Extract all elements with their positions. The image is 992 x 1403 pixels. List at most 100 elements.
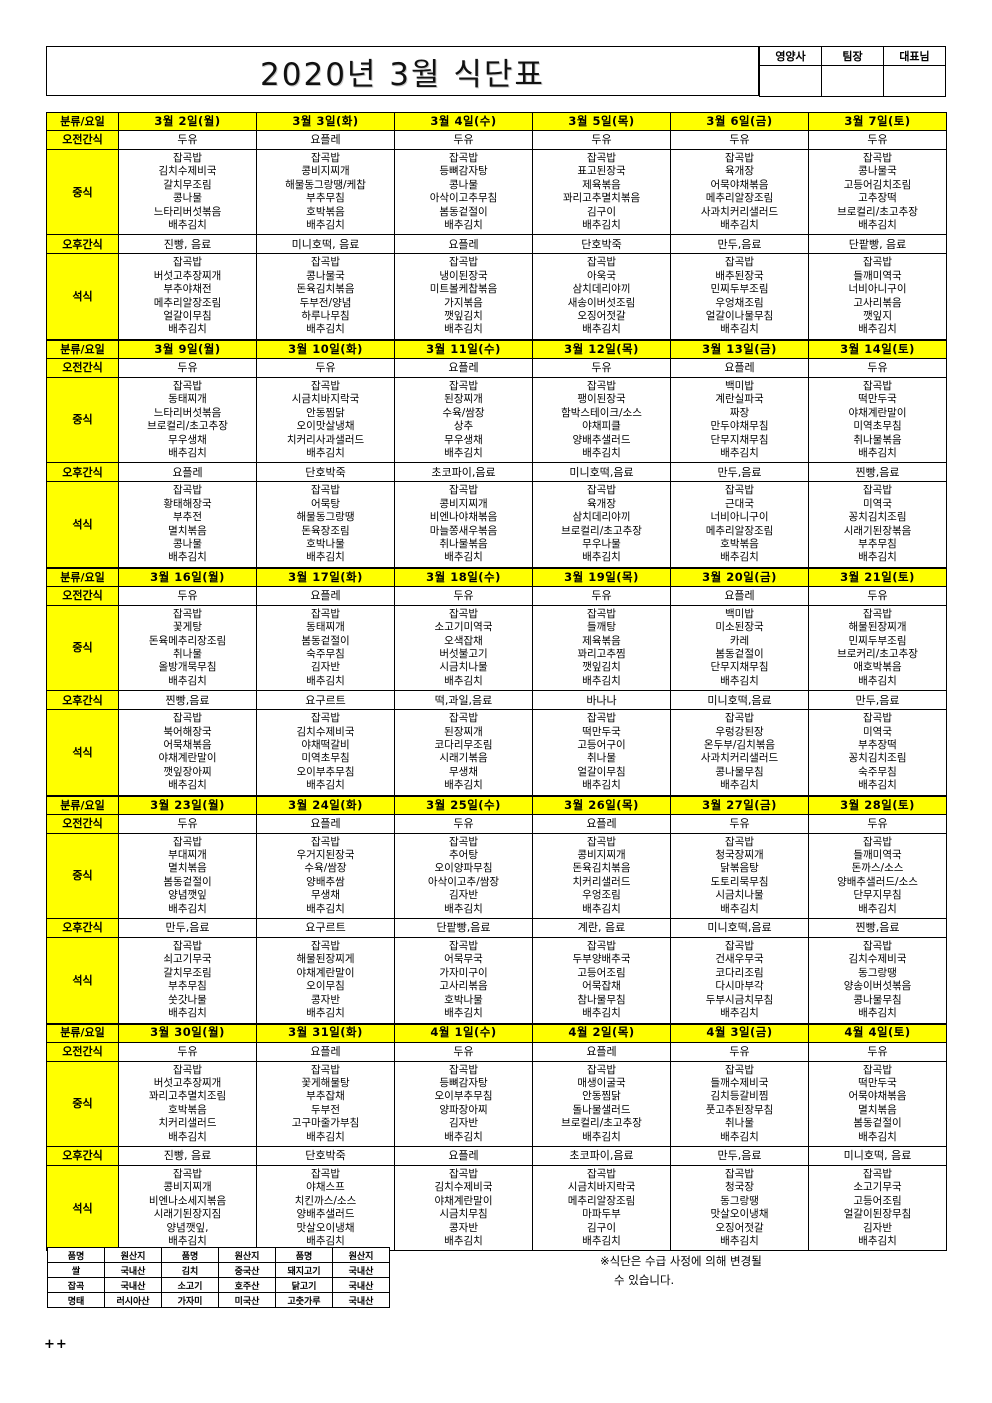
dish-item: 콩자반 xyxy=(311,993,340,1006)
dish-item: 고등어김치조림 xyxy=(843,178,912,191)
dish-item: 꽈리고추멸치조림 xyxy=(148,1090,227,1103)
origin-header-cell: 원산지 xyxy=(104,1247,162,1263)
dish-item: 부추무침 xyxy=(306,192,345,205)
signature-header-teamleader: 팀장 xyxy=(821,46,884,66)
meal-cell: 잡곡밥 콩나물국 돈육김치볶음 두부전/양념 하루나무침 배추김치 xyxy=(256,253,395,341)
row-label-cell: 석식 xyxy=(46,1164,119,1252)
snack-cell: 찐빵,음료 xyxy=(808,918,947,939)
signature-cell-ceo[interactable] xyxy=(883,65,946,97)
snack-cell: 만두,음료 xyxy=(808,690,947,711)
dish-item: 야채피클 xyxy=(582,420,621,433)
dish-item: 잡곡밥 xyxy=(863,484,892,497)
dish-item: 브로컬리/초고추장 xyxy=(561,524,642,537)
dish-item: 건새우무국 xyxy=(715,953,764,966)
dish-item: 비엔나야채볶음 xyxy=(429,511,498,524)
day-header-cell: 3월 18일(수) xyxy=(394,566,533,587)
dish-item: 양념깻잎 xyxy=(168,889,207,902)
meal-cell: 잡곡밥 꽃게해물탕 부추잡채 두부전 고구마줄가부침 배추김치 xyxy=(256,1060,395,1147)
dish-item: 잡곡밥 xyxy=(587,152,616,164)
dish-item: 느타리버섯볶음 xyxy=(153,205,222,218)
snack-cell: 만두,음료 xyxy=(670,462,809,483)
dish-item: 배추김치 xyxy=(858,779,897,792)
meal-cell: 잡곡밥 쇠고기무국 갈치무조림 부추무침 쑷갓나물 배추김치 xyxy=(118,937,257,1024)
meal-cell: 잡곡밥 야채스프 치킨까스/소스 양배추샐러드 맛살오이냉채 배추김치 xyxy=(256,1164,395,1252)
dish-item: 느타리버섯볶음 xyxy=(153,406,222,419)
dish-item: 배추김치 xyxy=(720,446,759,459)
dish-item: 배추김치 xyxy=(168,902,207,915)
menu-row: 오전간식 두유 요플레 두유 두유 두유 두유 xyxy=(46,130,947,150)
row-label-cell: 석식 xyxy=(46,253,119,341)
dish-item: 김자반 xyxy=(449,889,478,902)
origin-cell: 미국산 xyxy=(218,1292,276,1308)
meal-cell: 잡곡밥 청국장찌개 닭볶음탕 도토리묵무침 시금치나물 배추김치 xyxy=(670,832,809,920)
row-label-cell: 오전간식 xyxy=(46,357,119,378)
day-header-cell: 3월 17일(화) xyxy=(256,566,395,587)
dish-item: 시래기볶음 xyxy=(439,752,488,765)
dish-item: 수육/쌈장 xyxy=(442,406,485,419)
dish-item: 치커리샐러드 xyxy=(158,1117,217,1130)
dish-item: 꽈리고추찜 xyxy=(577,647,626,660)
dish-item: 배추김치 xyxy=(858,551,897,564)
dish-item: 배추김치 xyxy=(720,219,759,232)
dish-item: 안동찜닭 xyxy=(306,406,345,419)
dish-item: 잡곡밥 xyxy=(449,712,478,725)
meal-cell: 잡곡밥 콩비지찌개 비엔나야채볶음 마늘쫑새우볶음 취나물볶음 배추김치 xyxy=(394,481,533,569)
signature-cell-nutritionist[interactable] xyxy=(759,65,822,97)
dish-item: 얼갈이무침 xyxy=(163,310,212,323)
dish-item: 된장찌개 xyxy=(444,393,483,406)
dish-item: 잡곡밥 xyxy=(587,835,616,848)
dish-item: 사과치커리샐러드 xyxy=(700,752,779,765)
origin-table: 품명 원산지 품명 원산지 품명 원산지 쌀 국내산 김치 중국산 돼지고기 국내산 잡곡 국내산 소고기 호… xyxy=(47,1247,390,1308)
dish-item: 버섯고추장찌개 xyxy=(153,269,222,282)
dish-item: 잡곡밥 xyxy=(449,607,478,620)
dish-item: 취나물 xyxy=(173,647,202,660)
meal-cell: 잡곡밥 어묵무국 가자미구이 고사리볶음 호박나물 배추김치 xyxy=(394,937,533,1024)
snack-cell: 요플레 xyxy=(532,1041,671,1062)
snack-cell: 단팥빵, 음료 xyxy=(808,234,947,255)
meal-cell: 잡곡밥 어묵탕 해물동그랑땡 돈육장조림 호박나물 배추김치 xyxy=(256,481,395,569)
meal-cell: 잡곡밥 들깨미역국 돈까스/소스 양배추샐러드/소스 단무지무침 배추김치 xyxy=(808,832,947,920)
dish-item: 배추김치 xyxy=(444,779,483,792)
meal-cell: 잡곡밥 꽃게탕 돈육메추리장조림 취나물 올방개묵무침 배추김치 xyxy=(118,604,257,692)
title-box: 2020년 3월 식단표 xyxy=(46,46,759,96)
dish-item: 양배추샐러드 xyxy=(572,433,631,446)
day-header-cell: 3월 7일(토) xyxy=(808,112,947,131)
meal-cell: 잡곡밥 매생이굴국 안동찜닭 돌나물샐러드 브로컬리/초고추장 배추김치 xyxy=(532,1060,671,1147)
menu-row: 오전간식 두유 요플레 두유 두유 요플레 두유 xyxy=(46,585,947,606)
snack-cell: 요플레 xyxy=(394,1145,533,1166)
signature-cell-teamleader[interactable] xyxy=(821,65,884,97)
dish-item: 동그랑땡 xyxy=(858,966,897,979)
dish-item: 버섯고추장찌개 xyxy=(153,1076,222,1089)
dish-item: 온두부/김치볶음 xyxy=(703,739,776,751)
dish-item: 들깨탕 xyxy=(587,621,616,634)
dish-item: 배추김치 xyxy=(858,323,897,336)
menu-row: 중식 잡곡밥 김치수제비국 갈치무조림 콩나물 느타리버섯볶음 배추김치 잡곡밥 콩비지찌개 해물… xyxy=(46,148,947,236)
meal-cell: 잡곡밥 등뼈감자탕 오이부추무침 양파장아찌 김자반 배추김치 xyxy=(394,1060,533,1147)
document-header: 2020년 3월 식단표 영양사 팀장 대표님 xyxy=(46,46,946,97)
dish-item: 잡곡밥 xyxy=(863,152,892,164)
snack-cell: 두유 xyxy=(670,130,809,150)
dish-item: 취나물 xyxy=(587,752,616,765)
dish-item: 배추김치 xyxy=(444,551,483,564)
dish-item: 잡곡밥 xyxy=(173,607,202,620)
dish-item: 두부양배추국 xyxy=(572,953,631,966)
dish-item: 다시마부각 xyxy=(715,980,764,993)
signature-header-nutritionist: 영양사 xyxy=(759,46,822,66)
meal-cell: 백미밥 미소된장국 카레 봄동겉절이 단무지채무침 배추김치 xyxy=(670,604,809,692)
origin-cell: 명태 xyxy=(47,1292,105,1308)
meal-cell: 잡곡밥 김치수제비국 동그랑땡 양송이버섯볶음 콩나물무침 배추김치 xyxy=(808,937,947,1024)
origin-row: 쌀 국내산 김치 중국산 돼지고기 국내산 xyxy=(47,1262,390,1278)
meal-cell: 잡곡밥 버섯고추장찌개 부추야채전 메추리알장조림 얼갈이무침 배추김치 xyxy=(118,253,257,341)
dish-item: 쑷갓나물 xyxy=(168,993,207,1006)
meal-cell: 잡곡밥 김치수제비국 야채떡갈비 미역초무침 오이부추무침 배추김치 xyxy=(256,709,395,797)
meal-cell: 잡곡밥 육개장 어묵야채볶음 메추리알장조림 사과치커리샐러드 배추김치 xyxy=(670,148,809,236)
meal-cell: 잡곡밥 콩비지찌개 비엔나소세지볶음 시래기된장지짐 양념깻잎, 배추김치 xyxy=(118,1164,257,1252)
dish-item: 떡만두국 xyxy=(858,1076,897,1089)
snack-cell: 요플레 xyxy=(532,813,671,834)
dish-item: 브로컬리/초고추장 xyxy=(147,420,228,433)
dish-item: 근대국 xyxy=(725,497,754,510)
dish-item: 민찌두부조림 xyxy=(848,634,907,647)
dish-item: 얼갈이나물무침 xyxy=(705,310,774,323)
snack-cell: 단팥빵,음료 xyxy=(394,918,533,939)
snack-cell: 바나나 xyxy=(532,690,671,711)
